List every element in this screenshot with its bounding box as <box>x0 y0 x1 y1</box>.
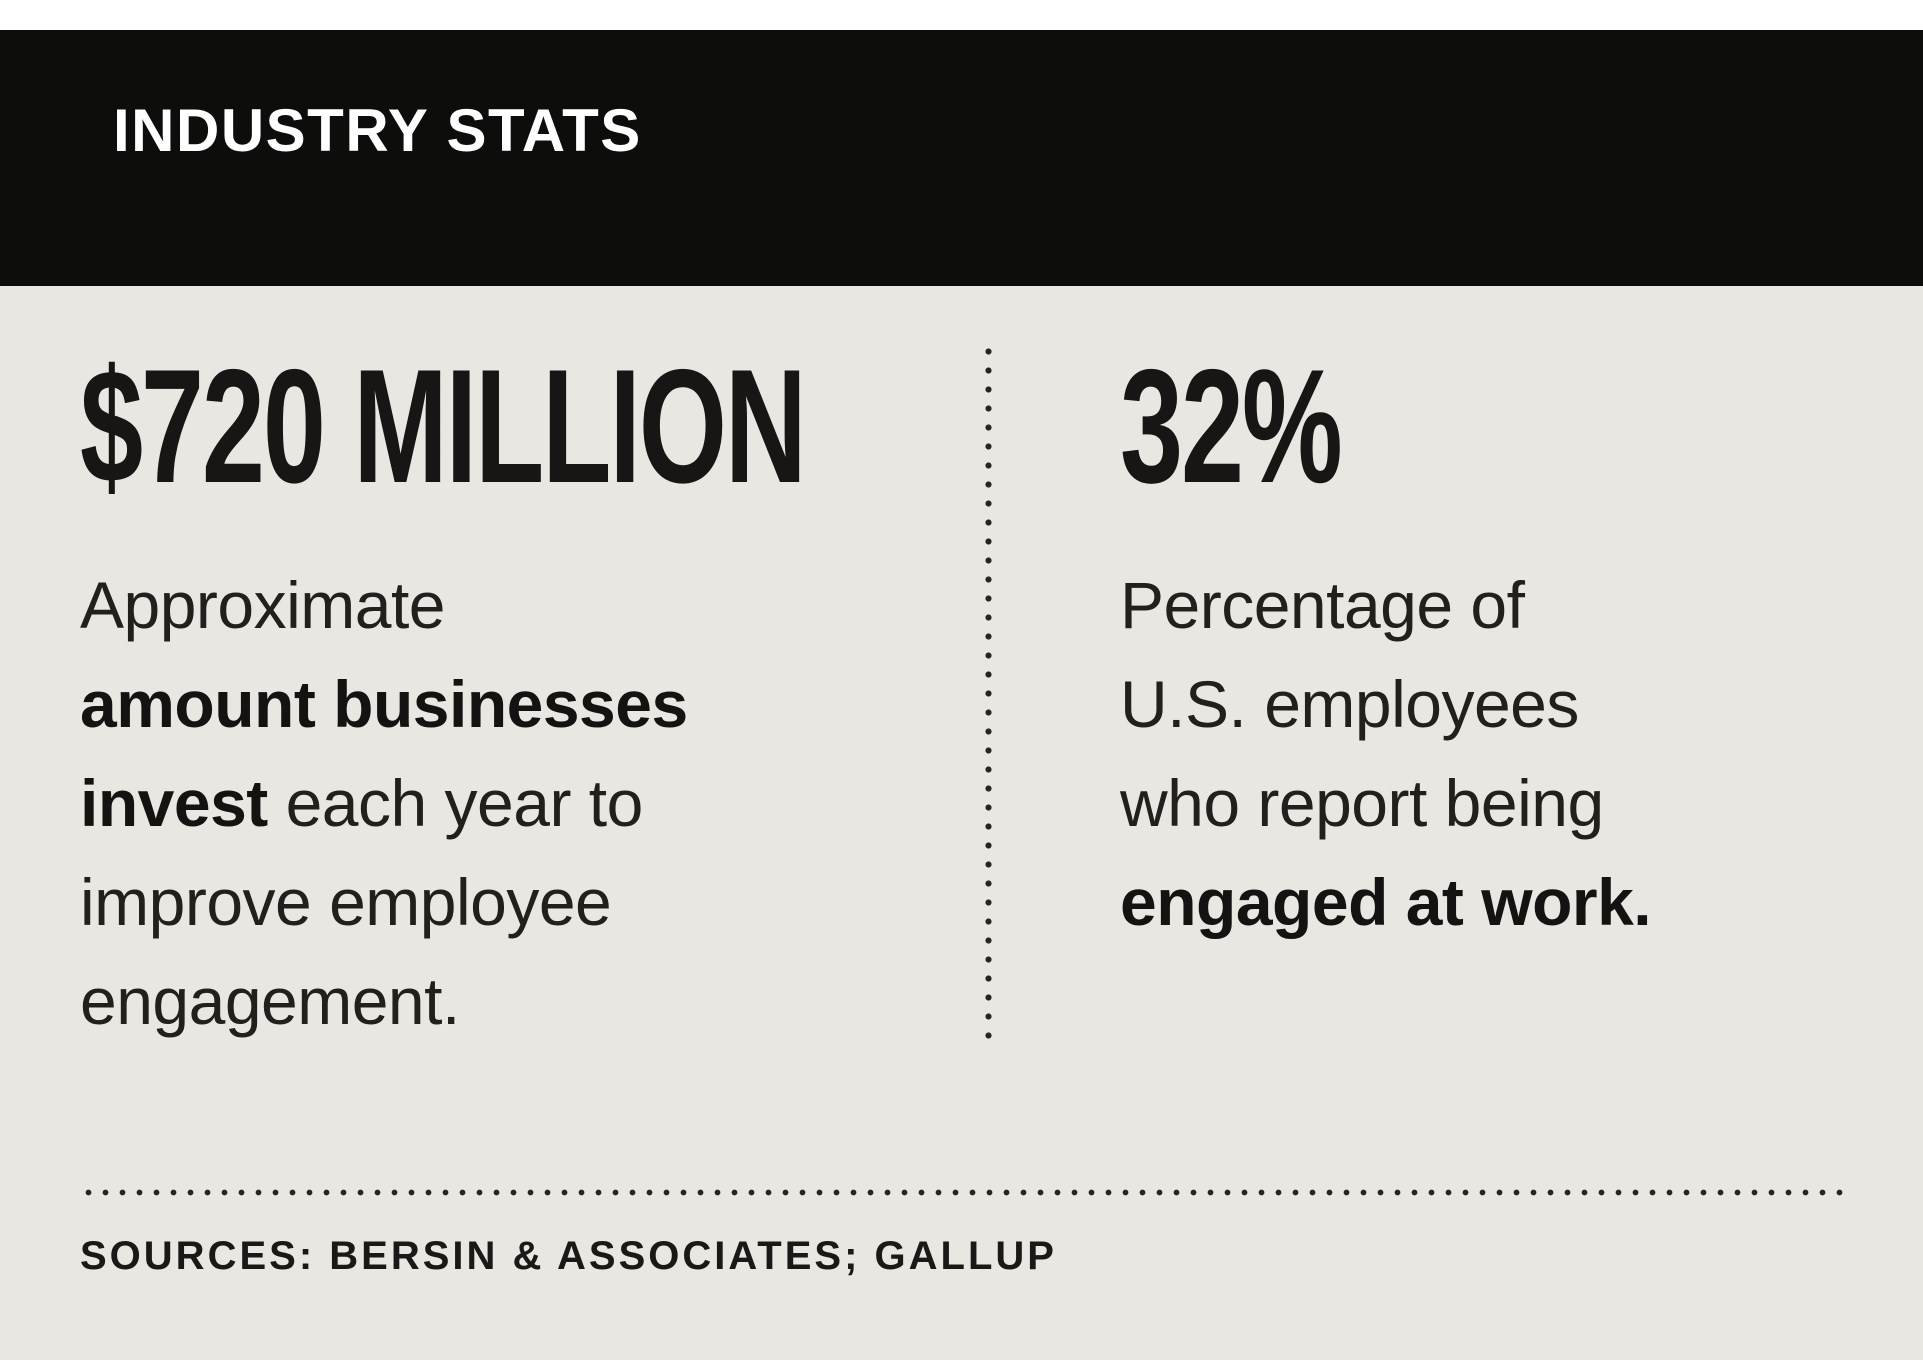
stat-right-value-text: 32% <box>1120 336 1343 517</box>
stat-right-description: Percentage of U.S. employees who report be… <box>1120 568 1652 940</box>
stat-right: 32% Percentage of U.S. employees who repor… <box>1120 336 1843 1051</box>
vertical-dotted-divider <box>985 342 992 1052</box>
stat-right-value: 32% <box>1120 336 1843 517</box>
stat-left-value-text: $720 MILLION <box>80 336 807 517</box>
stats-body: $720 MILLION Approximate amount businesse… <box>0 286 1923 1360</box>
stat-left-value: $720 MILLION <box>80 336 985 517</box>
stat-left: $720 MILLION Approximate amount businesse… <box>80 336 985 1051</box>
sources-line: SOURCES: BERSIN & ASSOCIATES; GALLUP <box>80 1234 1057 1279</box>
stats-columns: $720 MILLION Approximate amount businesse… <box>80 286 1843 1052</box>
horizontal-dotted-divider <box>80 1189 1843 1197</box>
stat-left-description: Approximate amount businesses invest each … <box>80 568 688 1039</box>
page-title: INDUSTRY STATS <box>113 96 642 164</box>
header-band: INDUSTRY STATS <box>0 30 1923 286</box>
